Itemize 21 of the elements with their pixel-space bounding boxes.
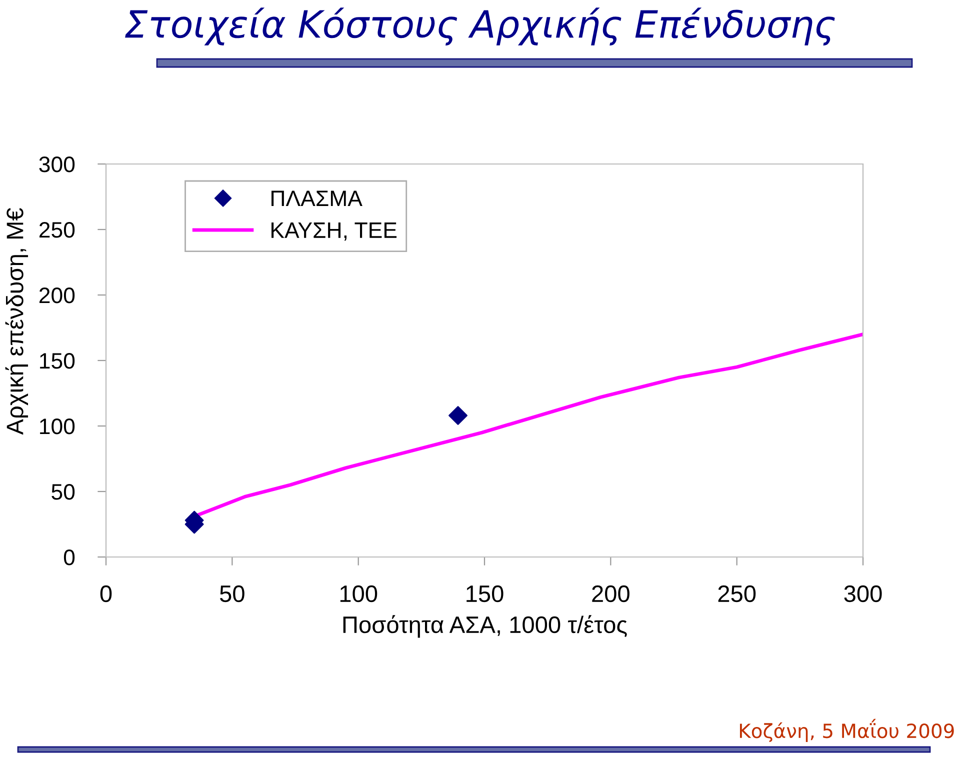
x-tick-label: 50 [220, 585, 244, 602]
y-axis-title: Αρχική επένδυση, Μ€ [5, 208, 28, 435]
x-tick-label: 250 [718, 585, 756, 602]
y-tick-label: 150 [40, 353, 75, 369]
y-tick-label: 100 [40, 418, 75, 434]
x-tick-label: 200 [592, 585, 630, 602]
chart-title: Στοιχεία Κόστους Αρχικής Επένδυσης [125, 8, 835, 46]
text: Κοζάνη, 5 Μαΐου 2009 [740, 718, 954, 742]
point [448, 406, 468, 425]
y-tick-label: 300 [39, 156, 75, 172]
y-tick-label: 50 [52, 484, 75, 500]
x-tick-label: 0 [100, 585, 112, 602]
y-tick-label: 0 [64, 550, 75, 566]
y-tick-label: 250 [39, 222, 75, 238]
legend-label: ΠΛΑΣΜΑ [272, 190, 362, 206]
x-tick-label: 100 [340, 585, 378, 602]
x-tick-label: 300 [844, 585, 882, 602]
x-tick-label: 150 [466, 585, 504, 602]
y-tick-label: 200 [39, 288, 75, 304]
legend-label: ΚΑΥΣΗ, ΤΕΕ [272, 222, 397, 241]
x-axis-title: Ποσότητα ΑΣΑ, 1000 τ/έτος [343, 615, 627, 638]
